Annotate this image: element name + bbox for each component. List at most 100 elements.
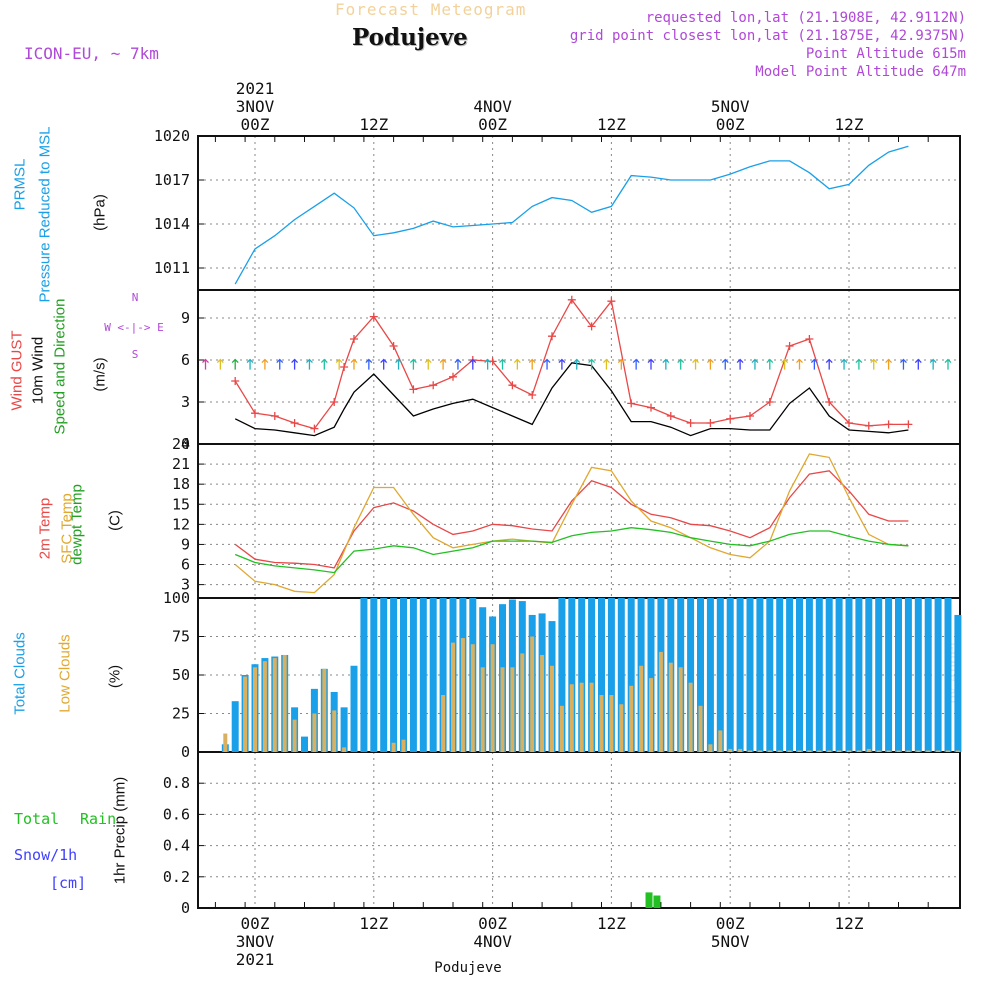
low-cloud-bar	[916, 750, 921, 752]
wind-direction-arrow	[929, 358, 937, 370]
total-cloud-bar	[400, 598, 407, 752]
wind-direction-arrow	[454, 358, 462, 370]
gust-marker	[607, 297, 616, 306]
low-cloud-bar	[946, 750, 950, 752]
low-cloud-bar	[777, 750, 782, 752]
wind-direction-arrow	[885, 358, 893, 370]
low-cloud-bar	[520, 653, 525, 752]
total-cloud-bar	[766, 598, 774, 752]
total-cloud-bar	[736, 598, 744, 752]
low-cloud-bar	[480, 667, 485, 752]
x-top-label: 12Z	[835, 115, 864, 134]
wind-direction-arrow	[677, 358, 685, 370]
low-cloud-bar	[837, 750, 842, 752]
panel-frame	[197, 443, 961, 599]
gust-marker	[340, 363, 349, 371]
low-cloud-bar	[500, 667, 505, 752]
low-cloud-bar	[767, 750, 772, 752]
x-caption: Podujeve	[434, 960, 501, 976]
low-cloud-bar	[272, 658, 277, 752]
wind-direction-arrow	[350, 358, 358, 370]
gust-marker	[548, 332, 556, 341]
low-cloud-bar	[856, 750, 861, 752]
y-tick-label: 1017	[154, 171, 190, 189]
low-cloud-bar	[658, 651, 663, 752]
total-cloud-bar	[706, 598, 714, 752]
low-cloud-bar	[787, 750, 792, 752]
total-cloud-bar	[944, 598, 952, 752]
total-cloud-bar	[578, 598, 586, 752]
wind-direction-arrow	[588, 358, 596, 370]
compass-north: N	[132, 291, 139, 304]
total-cloud-bar	[568, 598, 576, 752]
wind-direction-arrow	[231, 358, 239, 370]
low-cloud-bar	[668, 662, 673, 752]
gust-marker	[350, 335, 358, 343]
total-cloud-bar	[350, 665, 358, 752]
low-cloud-bar	[906, 750, 911, 752]
low-cloud-bar	[698, 705, 703, 752]
y-tick-label: 25	[172, 705, 190, 723]
wind-direction-arrow	[825, 358, 833, 370]
total-cloud-bar	[875, 598, 883, 752]
x-bottom-label: 00Z	[241, 914, 270, 933]
gust-marker	[706, 419, 715, 427]
total-cloud-bar	[845, 598, 853, 752]
total-cloud-bar	[776, 598, 784, 752]
y-tick-label: 6	[181, 556, 190, 574]
y-tick-label: 1014	[154, 215, 190, 233]
y-tick-label: 12	[172, 515, 190, 533]
compass-south: S	[132, 348, 139, 361]
low-cloud-bar	[322, 668, 327, 752]
wind-direction-arrow	[751, 358, 759, 370]
wind-direction-arrow	[647, 358, 655, 370]
low-cloud-bar	[550, 665, 554, 752]
gust-series	[234, 298, 909, 430]
wind-direction-arrow	[484, 358, 492, 370]
x-top-label: 3NOV	[236, 97, 275, 116]
low-cloud-bar	[738, 748, 743, 752]
low-cloud-bar	[569, 684, 574, 752]
low-cloud-bar	[827, 750, 832, 752]
y-tick-label: 0.6	[163, 805, 190, 823]
wind-direction-arrow	[276, 358, 284, 370]
wind-direction-arrow	[602, 358, 610, 370]
y-tick-label: 3	[181, 393, 190, 411]
x-top-label: 2021	[236, 79, 275, 98]
gust-marker	[290, 419, 299, 427]
total-cloud-bar	[815, 598, 823, 752]
wind-direction-arrow	[944, 358, 952, 370]
low-cloud-bar	[688, 682, 693, 752]
sfc-temp-series	[234, 453, 909, 594]
total-cloud-bar	[390, 598, 398, 752]
total-cloud-bar	[617, 598, 625, 752]
gust-marker	[528, 391, 537, 399]
total-cloud-bar	[835, 598, 843, 752]
y-tick-label: 0.8	[163, 774, 190, 792]
y-tick-label: 1011	[154, 259, 190, 277]
total-cloud-bar	[746, 598, 754, 752]
wind-direction-arrow	[291, 358, 299, 370]
low-cloud-bar	[470, 644, 475, 752]
gust-marker	[845, 419, 853, 427]
precip-rain-label: Rain	[80, 810, 117, 828]
total-cloud-bar	[697, 598, 704, 752]
wind-direction-arrow	[202, 358, 209, 370]
product-title: Forecast Meteogram	[335, 0, 527, 19]
wind-direction-arrow	[335, 358, 343, 370]
y-tick-label: 100	[163, 589, 190, 607]
low-cloud-bar	[748, 750, 752, 752]
gust-marker	[389, 342, 398, 350]
wind-direction-arrow	[692, 358, 700, 370]
low-cloud-bar	[886, 750, 891, 752]
y-tick-label: 15	[172, 495, 190, 513]
wind-direction-arrow	[513, 358, 521, 370]
model-point-altitude: Model Point Altitude 647m	[755, 64, 966, 80]
wind-direction-arrow	[810, 358, 818, 370]
low-cloud-bar	[609, 695, 614, 752]
wind-direction-arrow	[766, 358, 774, 370]
gust-marker	[785, 342, 794, 350]
y-tick-label: 9	[181, 309, 190, 327]
gust-marker	[666, 412, 675, 420]
gust-marker	[449, 372, 457, 381]
